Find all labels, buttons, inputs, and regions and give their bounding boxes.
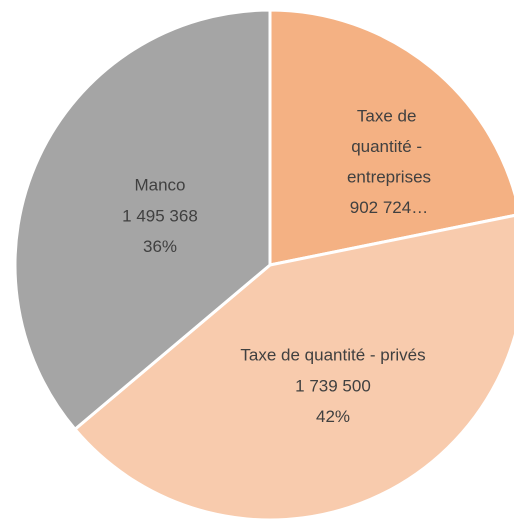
label-line: Taxe de xyxy=(357,107,421,126)
label-line: Manco xyxy=(134,176,185,195)
slice-category-label: Taxe de quantité - entreprises xyxy=(347,107,431,187)
label-line: Taxe de quantité - privés xyxy=(240,346,425,365)
slice-category-label: Taxe de quantité - privés xyxy=(240,346,425,365)
slice-value-label: 1 495 368 xyxy=(122,206,198,225)
slice-percent-label: 36% xyxy=(143,237,177,256)
pie-slice xyxy=(72,214,514,520)
label-line: entreprises xyxy=(347,168,431,187)
pie-slice xyxy=(268,8,514,267)
slice-percent-label: 42% xyxy=(316,407,350,426)
pie-slice xyxy=(13,8,272,432)
slice-value-label: 902 724… xyxy=(350,198,428,217)
slice-category-label: Manco xyxy=(134,176,185,195)
label-line: quantité - xyxy=(351,137,427,156)
slice-value-label: 1 739 500 xyxy=(295,376,371,395)
